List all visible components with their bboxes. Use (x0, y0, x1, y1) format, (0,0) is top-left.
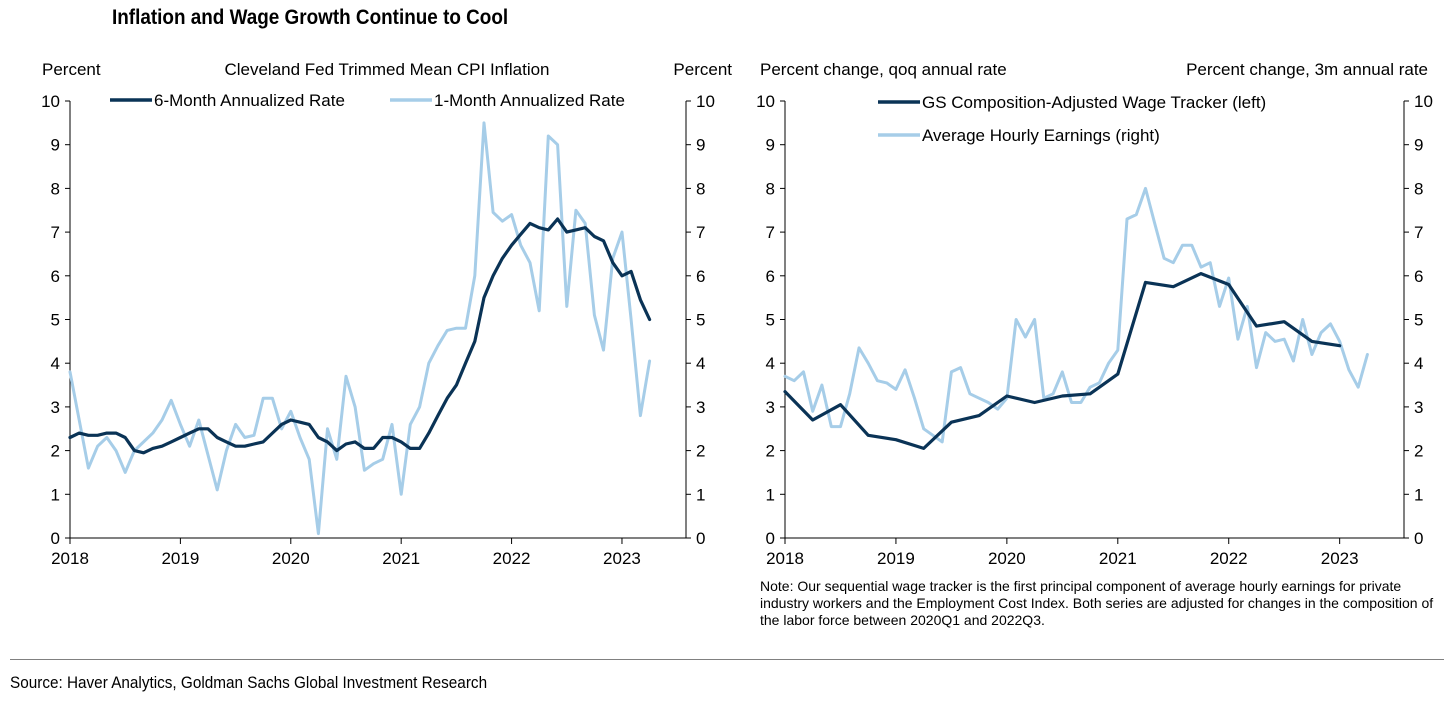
y-tick-label-left: 3 (51, 398, 60, 417)
x-tick-label: 2023 (1321, 549, 1359, 568)
y-tick-label-right: 3 (1414, 398, 1423, 417)
x-tick-label: 2022 (493, 549, 531, 568)
legend-label: GS Composition-Adjusted Wage Tracker (le… (922, 93, 1266, 112)
y-tick-label-right: 0 (1414, 529, 1423, 548)
y-tick-label-right: 8 (1414, 179, 1423, 198)
y-tick-label-left: 6 (51, 267, 60, 286)
source-text: Source: Haver Analytics, Goldman Sachs G… (10, 673, 488, 692)
divider (10, 659, 1444, 660)
y-tick-label-left: 7 (51, 223, 60, 242)
series-line-dark (68, 217, 652, 455)
y-tick-label-right: 9 (696, 136, 705, 155)
legend-label: 1-Month Annualized Rate (434, 91, 625, 110)
y-tick-label-right: 6 (696, 267, 705, 286)
x-tick-label: 2022 (1210, 549, 1248, 568)
series-line-dark (783, 272, 1342, 450)
y-tick-label-left: 9 (51, 136, 60, 155)
y-tick-label-right: 2 (696, 442, 705, 461)
y-tick-label-left: 5 (766, 311, 775, 330)
y-tick-label-left: 0 (51, 529, 60, 548)
y-tick-label-left: 2 (766, 442, 775, 461)
y-tick-label-left: 5 (51, 311, 60, 330)
y-tick-label-right: 9 (1414, 136, 1423, 155)
y-axis-label-right: Percent (673, 60, 732, 79)
y-tick-label-left: 0 (766, 529, 775, 548)
y-tick-label-right: 7 (1414, 223, 1423, 242)
y-tick-label-right: 5 (1414, 311, 1423, 330)
y-tick-label-right: 1 (696, 485, 705, 504)
y-axis-label-left: Percent (42, 60, 101, 79)
y-tick-label-left: 7 (766, 223, 775, 242)
x-tick-label: 2019 (877, 549, 915, 568)
y-axis-label-right: Percent change, 3m annual rate (1186, 60, 1428, 79)
series-line-light (68, 121, 652, 536)
y-tick-label-right: 6 (1414, 267, 1423, 286)
x-tick-label: 2021 (382, 549, 420, 568)
y-tick-label-right: 3 (696, 398, 705, 417)
y-tick-label-right: 10 (696, 92, 715, 111)
y-tick-label-right: 4 (1414, 354, 1423, 373)
y-tick-label-left: 8 (51, 179, 60, 198)
y-tick-label-left: 4 (766, 354, 775, 373)
x-tick-label: 2020 (988, 549, 1026, 568)
y-tick-label-left: 9 (766, 136, 775, 155)
y-tick-label-right: 2 (1414, 442, 1423, 461)
y-tick-label-left: 10 (41, 92, 60, 111)
y-tick-label-right: 10 (1414, 92, 1433, 111)
y-tick-label-left: 1 (766, 485, 775, 504)
legend-label: 6-Month Annualized Rate (154, 91, 345, 110)
legend-label: Average Hourly Earnings (right) (922, 126, 1160, 145)
y-axis-label-left: Percent change, qoq annual rate (760, 60, 1007, 79)
series-line-light (783, 186, 1369, 444)
y-tick-label-left: 10 (756, 92, 775, 111)
x-tick-label: 2018 (766, 549, 804, 568)
y-tick-label-right: 0 (696, 529, 705, 548)
chart-note: Note: Our sequential wage tracker is the… (760, 578, 1434, 628)
y-tick-label-left: 6 (766, 267, 775, 286)
y-tick-label-left: 4 (51, 354, 60, 373)
y-tick-label-left: 8 (766, 179, 775, 198)
x-tick-label: 2023 (603, 549, 641, 568)
page-title: Inflation and Wage Growth Continue to Co… (112, 6, 509, 29)
x-tick-label: 2019 (161, 549, 199, 568)
y-tick-label-left: 2 (51, 442, 60, 461)
y-tick-label-right: 7 (696, 223, 705, 242)
x-tick-label: 2018 (51, 549, 89, 568)
x-tick-label: 2021 (1099, 549, 1137, 568)
y-tick-label-right: 4 (696, 354, 705, 373)
y-tick-label-right: 1 (1414, 485, 1423, 504)
chart-title: Cleveland Fed Trimmed Mean CPI Inflation (224, 60, 549, 79)
y-tick-label-left: 3 (766, 398, 775, 417)
y-tick-label-right: 5 (696, 311, 705, 330)
y-tick-label-left: 1 (51, 485, 60, 504)
y-tick-label-right: 8 (696, 179, 705, 198)
x-tick-label: 2020 (272, 549, 310, 568)
